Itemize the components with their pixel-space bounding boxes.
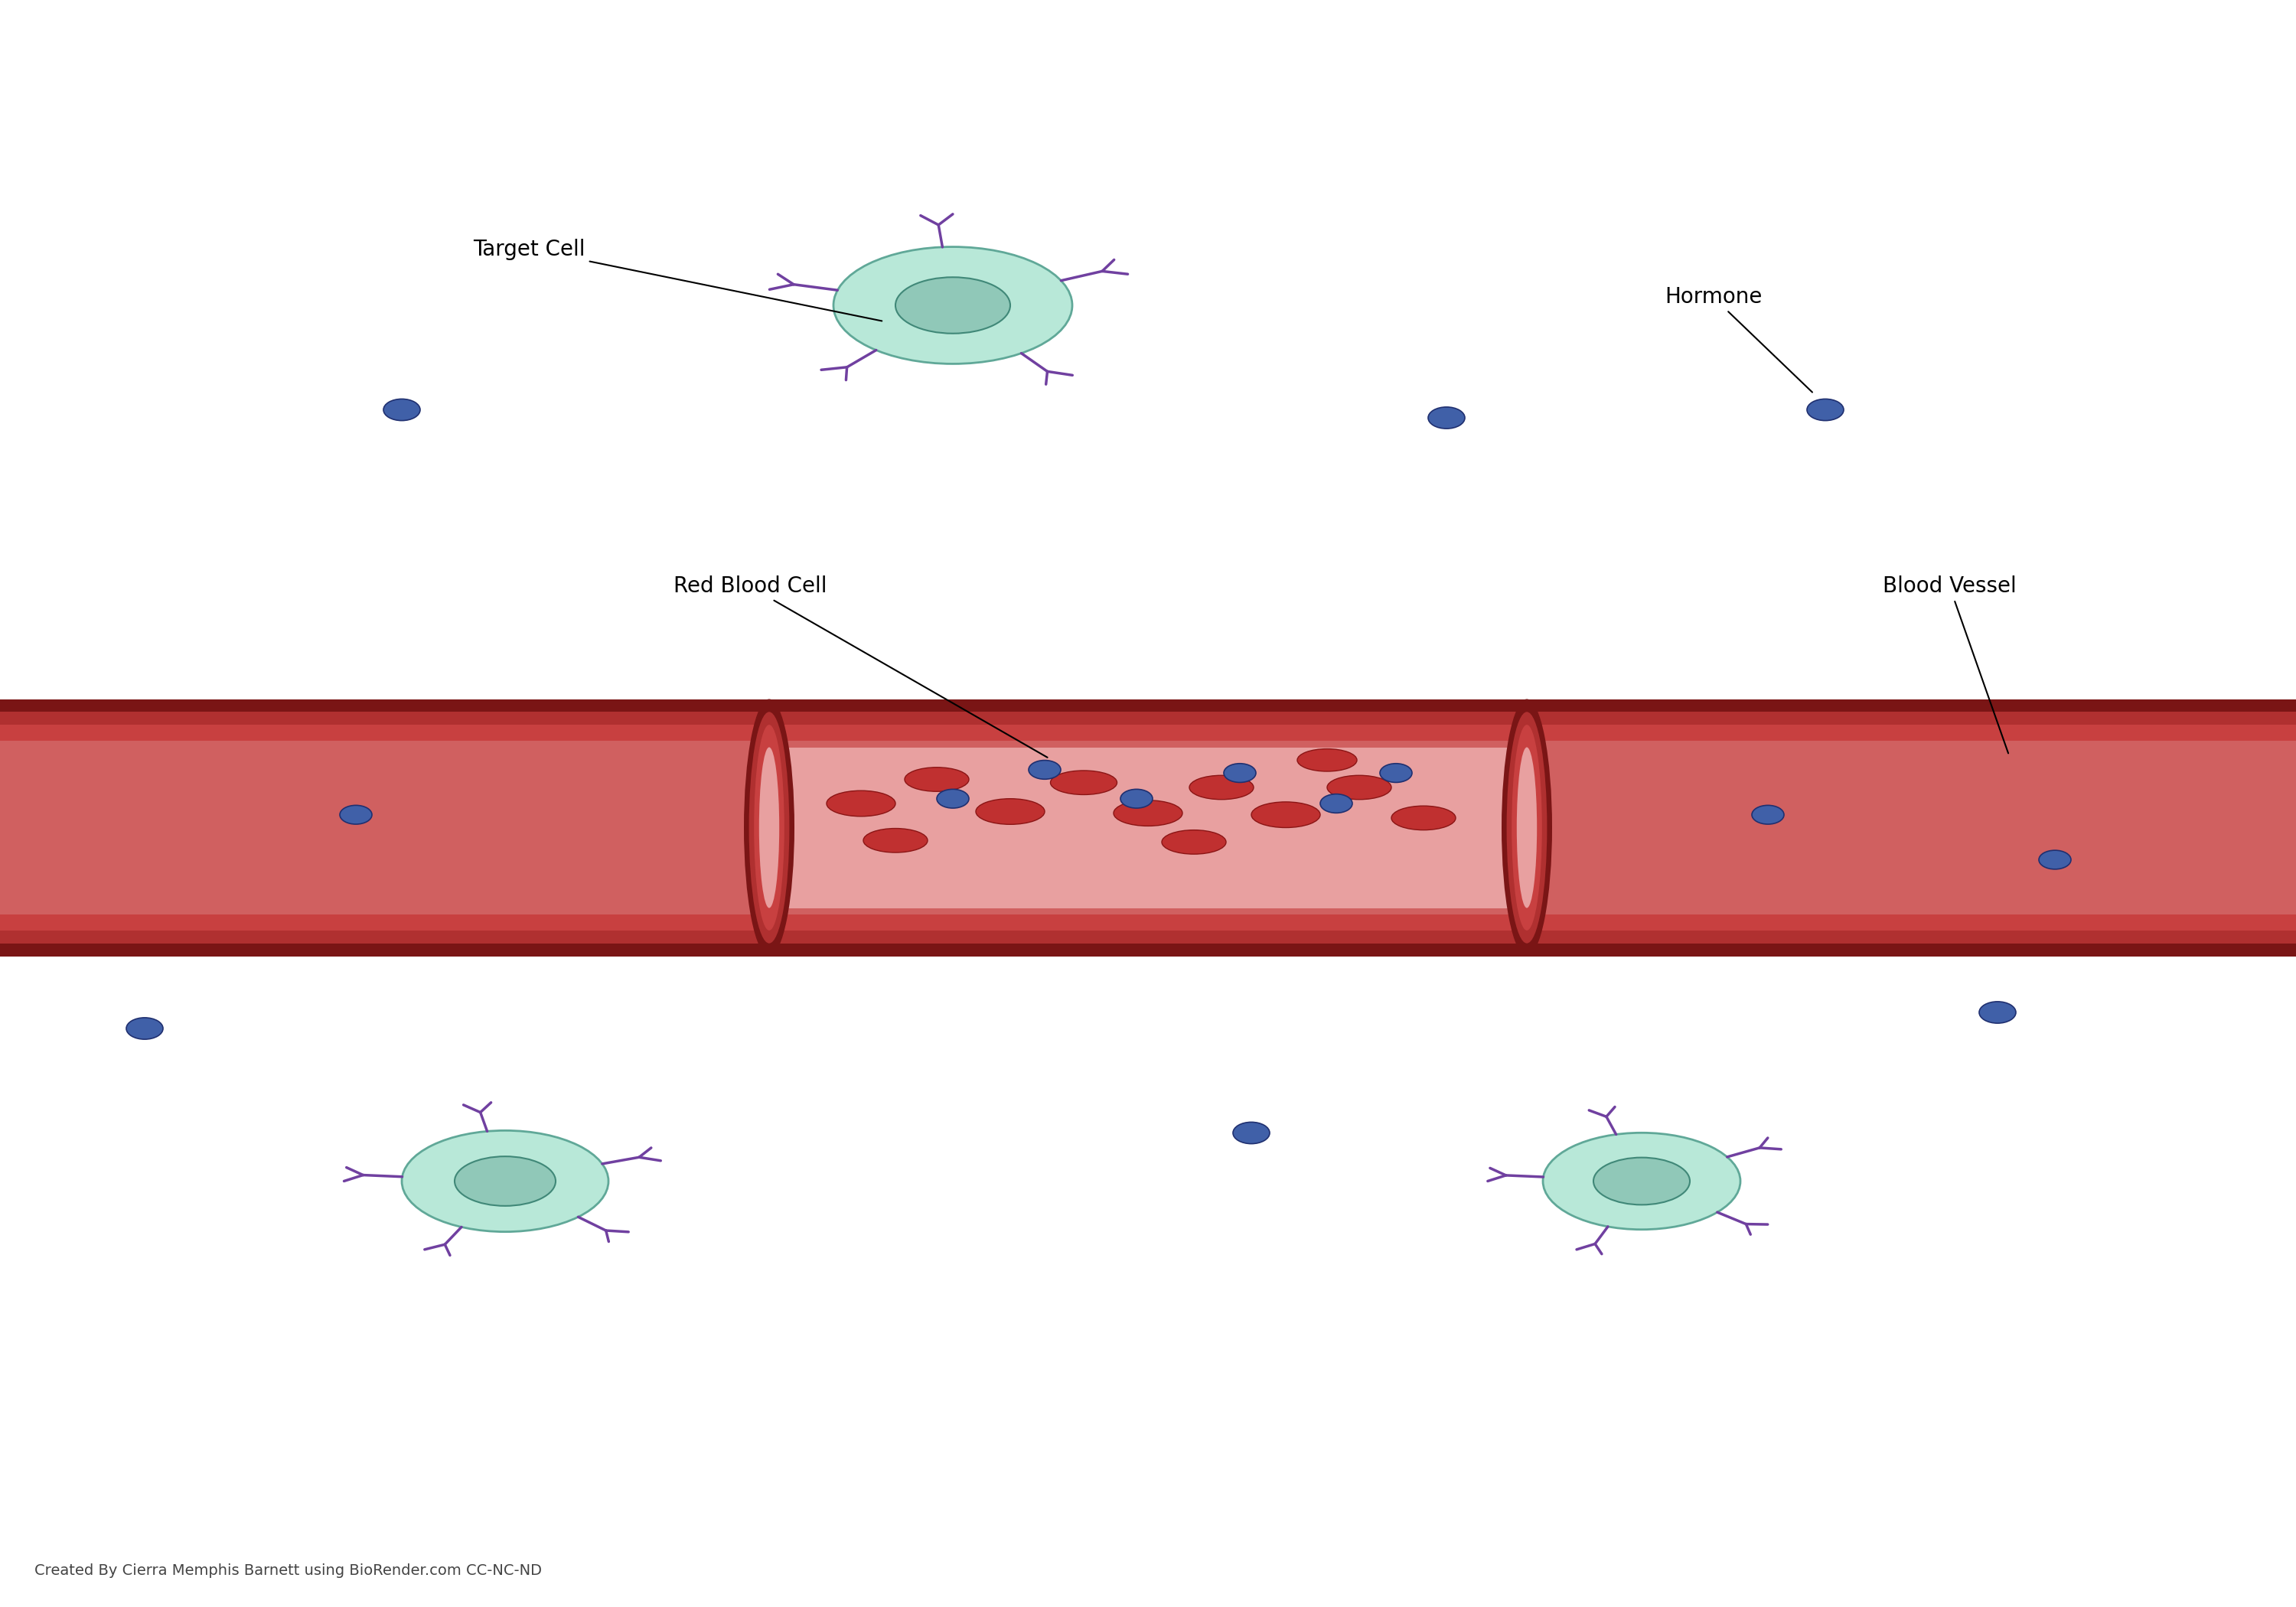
Ellipse shape	[1224, 763, 1256, 783]
Ellipse shape	[833, 247, 1072, 363]
Ellipse shape	[1049, 771, 1116, 795]
Ellipse shape	[760, 747, 778, 908]
Ellipse shape	[455, 1157, 556, 1205]
Bar	[0, 741, 2296, 914]
Ellipse shape	[895, 276, 1010, 334]
Ellipse shape	[753, 725, 785, 930]
Ellipse shape	[1543, 1133, 1740, 1229]
Text: Hormone: Hormone	[1665, 286, 1812, 392]
Ellipse shape	[827, 791, 895, 816]
Bar	[0, 725, 2296, 930]
Ellipse shape	[1327, 776, 1391, 800]
Ellipse shape	[937, 789, 969, 808]
Ellipse shape	[1114, 800, 1182, 826]
Ellipse shape	[1162, 831, 1226, 855]
Text: Blood Vessel: Blood Vessel	[1883, 575, 2016, 754]
Ellipse shape	[744, 699, 794, 956]
Ellipse shape	[1251, 802, 1320, 828]
Ellipse shape	[1593, 1157, 1690, 1205]
Ellipse shape	[1380, 763, 1412, 783]
Ellipse shape	[402, 1131, 608, 1231]
Ellipse shape	[1511, 725, 1543, 930]
Ellipse shape	[1502, 699, 1552, 956]
Ellipse shape	[1320, 794, 1352, 813]
Text: Target Cell: Target Cell	[473, 238, 882, 321]
Ellipse shape	[1189, 776, 1254, 800]
Ellipse shape	[748, 712, 790, 943]
Text: Created By Cierra Memphis Barnett using BioRender.com CC-NC-ND: Created By Cierra Memphis Barnett using …	[34, 1564, 542, 1578]
Ellipse shape	[1428, 407, 1465, 429]
Text: Red Blood Cell: Red Blood Cell	[673, 575, 1047, 757]
Ellipse shape	[1391, 807, 1456, 831]
Ellipse shape	[340, 805, 372, 824]
Ellipse shape	[1233, 1122, 1270, 1144]
Ellipse shape	[1807, 399, 1844, 421]
Ellipse shape	[126, 1017, 163, 1040]
Bar	[0, 699, 2296, 956]
Ellipse shape	[1120, 789, 1153, 808]
Ellipse shape	[2039, 850, 2071, 869]
Bar	[0, 712, 2296, 943]
Ellipse shape	[905, 768, 969, 792]
Ellipse shape	[1297, 749, 1357, 771]
Ellipse shape	[1979, 1001, 2016, 1024]
Ellipse shape	[383, 399, 420, 421]
Ellipse shape	[1506, 712, 1548, 943]
Ellipse shape	[1752, 805, 1784, 824]
Ellipse shape	[863, 829, 928, 853]
Ellipse shape	[1518, 747, 1536, 908]
Ellipse shape	[1029, 760, 1061, 779]
Ellipse shape	[976, 799, 1045, 824]
Bar	[769, 747, 1527, 908]
